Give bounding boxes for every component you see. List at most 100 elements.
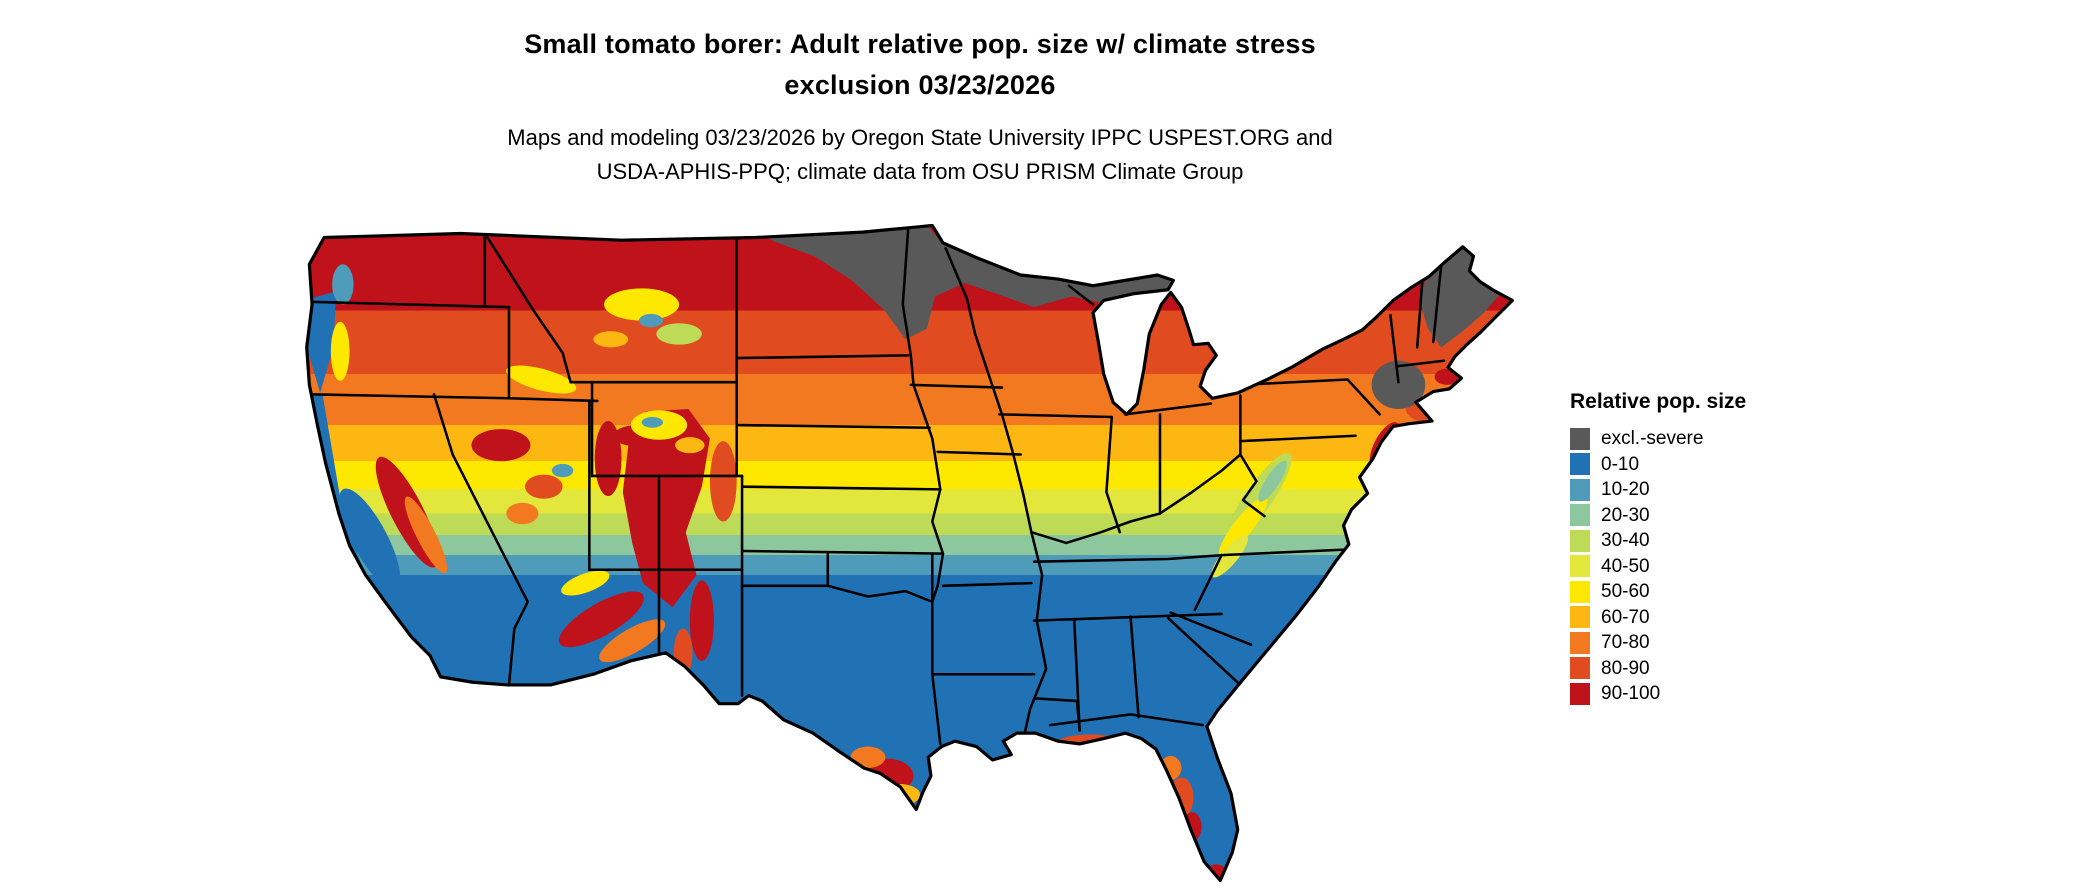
state-border-line xyxy=(1032,612,1223,622)
state-border-line xyxy=(997,413,1114,419)
legend-items: excl.-severe 0-10 10-20 20-30 30-40 40-50 50-6… xyxy=(1570,426,1850,707)
state-border-line xyxy=(1397,359,1446,368)
terrain-detail xyxy=(306,264,1459,881)
terrain-patch xyxy=(599,619,666,663)
legend-item-b60: 60-70 xyxy=(1570,605,1850,631)
state-border-line xyxy=(1048,713,1205,727)
legend-title: Relative pop. size xyxy=(1570,390,1747,413)
terrain-patch xyxy=(551,463,574,478)
state-border-line xyxy=(930,488,945,604)
legend-swatch xyxy=(1570,657,1590,680)
terrain-patch xyxy=(471,429,531,462)
state-border-line xyxy=(1023,530,1048,735)
page-title: Small tomato borer: Adult relative pop. … xyxy=(0,24,1840,106)
legend-label: 80-90 xyxy=(1601,657,1650,679)
legend-label: 0-10 xyxy=(1601,453,1640,475)
terrain-patch xyxy=(1218,496,1268,557)
legend-label: 40-50 xyxy=(1601,555,1650,577)
state-border-line xyxy=(1415,276,1424,349)
exclusion-northern-new-england xyxy=(1419,248,1501,348)
terrain-patch xyxy=(1211,535,1248,578)
legend-swatch xyxy=(1570,682,1590,705)
state-border-line xyxy=(973,332,1033,534)
legend-label: 60-70 xyxy=(1601,606,1650,628)
legend-swatch xyxy=(1570,427,1590,450)
state-border-line xyxy=(735,354,910,360)
state-border-line xyxy=(941,581,1033,588)
state-border-line xyxy=(1032,553,1226,563)
legend-swatch xyxy=(1570,478,1590,501)
terrain-patch xyxy=(850,746,886,768)
legend-swatch xyxy=(1570,580,1590,603)
terrain-patch xyxy=(404,496,448,574)
terrain-patch xyxy=(506,365,577,394)
legend-swatch xyxy=(1570,453,1590,476)
terrain-patch xyxy=(332,264,354,305)
state-border-line xyxy=(735,423,931,430)
state-border-line xyxy=(1032,697,1081,732)
exclusion-adirondacks xyxy=(1371,360,1426,409)
state-border-line xyxy=(1431,263,1443,344)
us-population-map xyxy=(300,224,1519,890)
terrain-patch xyxy=(308,291,337,393)
terrain-patch xyxy=(594,421,622,497)
exclusion-north-central xyxy=(750,225,1177,340)
state-border-line xyxy=(1129,615,1140,719)
state-border-line xyxy=(1169,611,1253,647)
state-border-line xyxy=(909,383,1004,389)
us-map-svg xyxy=(305,224,1514,883)
state-border-line xyxy=(1067,284,1095,306)
state-border-line xyxy=(309,300,511,309)
legend-item-b90: 90-100 xyxy=(1570,681,1850,707)
legend: Relative pop. size excl.-severe 0-10 10-20… xyxy=(1570,390,1850,707)
terrain-patch xyxy=(675,437,705,454)
legend-label: 90-100 xyxy=(1601,683,1661,705)
state-border-line xyxy=(1166,616,1242,687)
legend-swatch xyxy=(1570,606,1590,629)
terrain-patch xyxy=(330,321,350,381)
terrain-patch xyxy=(1258,460,1287,502)
terrain-patch xyxy=(689,580,714,661)
legend-label: excl.-severe xyxy=(1601,428,1704,450)
terrain-patch xyxy=(561,570,610,596)
legend-label: 20-30 xyxy=(1601,504,1650,526)
state-border-line xyxy=(1105,415,1122,534)
state-border-line xyxy=(740,485,942,491)
legend-item-b0: 0-10 xyxy=(1570,452,1850,478)
legend-item-b40: 40-50 xyxy=(1570,554,1850,580)
legend-label: 50-60 xyxy=(1601,581,1650,603)
legend-item-excl: excl.-severe xyxy=(1570,426,1850,452)
terrain-patch xyxy=(641,417,664,428)
terrain-patch xyxy=(525,474,563,499)
terrain-patch xyxy=(622,408,710,608)
state-border-line xyxy=(1030,453,1242,545)
legend-item-b70: 70-80 xyxy=(1570,630,1850,656)
subtitle-line-2: USDA-APHIS-PPQ; climate data from OSU PR… xyxy=(596,159,1244,184)
legend-swatch xyxy=(1570,631,1590,654)
state-border-line xyxy=(486,236,572,384)
terrain-patch xyxy=(593,331,629,348)
terrain-patch xyxy=(506,502,539,525)
terrain-patch xyxy=(339,488,401,590)
page-subtitle: Maps and modeling 03/23/2026 by Oregon S… xyxy=(0,121,1840,189)
state-border-line xyxy=(1346,378,1381,416)
state-border-line xyxy=(1239,453,1266,518)
legend-item-b10: 10-20 xyxy=(1570,477,1850,503)
legend-swatch xyxy=(1570,555,1590,578)
us-outline xyxy=(305,224,1514,883)
legend-label: 70-80 xyxy=(1601,632,1650,654)
map-fill xyxy=(306,225,1513,881)
title-line-2: exclusion 03/23/2026 xyxy=(784,70,1056,100)
state-border-line xyxy=(912,383,942,491)
legend-item-b30: 30-40 xyxy=(1570,528,1850,554)
legend-item-b80: 80-90 xyxy=(1570,656,1850,682)
legend-swatch xyxy=(1570,504,1590,527)
terrain-patch xyxy=(638,313,664,328)
subtitle-line-1: Maps and modeling 03/23/2026 by Oregon S… xyxy=(507,125,1333,150)
legend-label: 10-20 xyxy=(1601,479,1650,501)
legend-swatch xyxy=(1570,529,1590,552)
legend-item-b50: 50-60 xyxy=(1570,579,1850,605)
state-border-line xyxy=(826,584,934,604)
legend-item-b20: 20-30 xyxy=(1570,503,1850,529)
state-borders xyxy=(306,228,1446,746)
